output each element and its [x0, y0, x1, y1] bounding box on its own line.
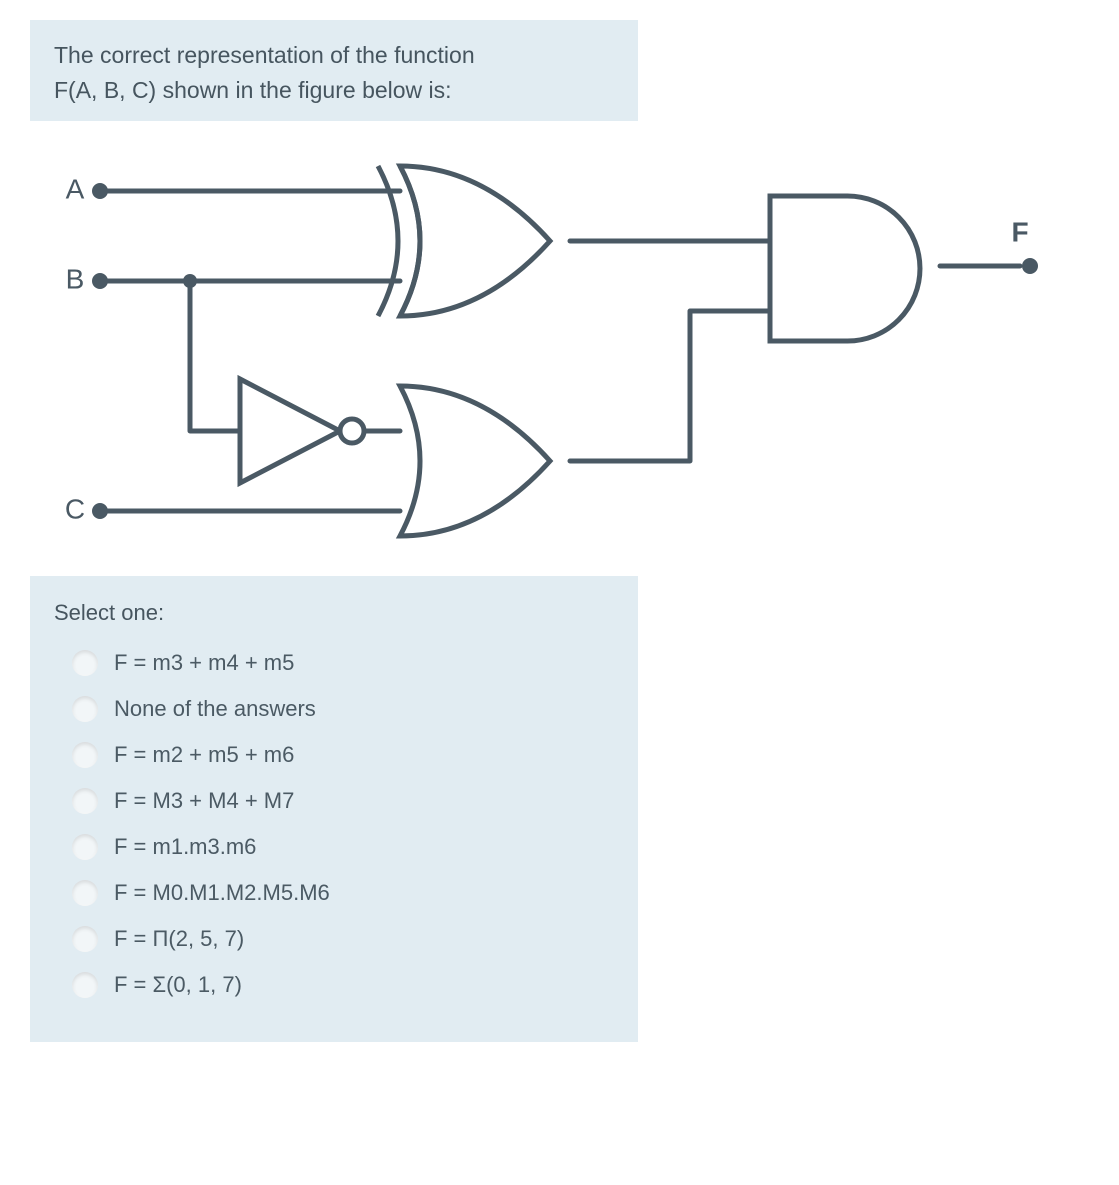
answers-box: Select one: F = m3 + m4 + m5 None of the… [30, 576, 638, 1042]
svg-text:B: B [66, 263, 85, 294]
circuit-diagram: A B C F [30, 121, 1090, 576]
radio-icon[interactable] [72, 834, 98, 860]
radio-icon[interactable] [72, 696, 98, 722]
option-row[interactable]: F = m1.m3.m6 [54, 824, 614, 870]
svg-text:A: A [66, 173, 85, 204]
radio-icon[interactable] [72, 650, 98, 676]
question-line-1: The correct representation of the functi… [54, 38, 614, 73]
option-row[interactable]: F = M3 + M4 + M7 [54, 778, 614, 824]
question-text-box: The correct representation of the functi… [30, 20, 638, 121]
option-row[interactable]: None of the answers [54, 686, 614, 732]
radio-icon[interactable] [72, 926, 98, 952]
circuit-svg: A B C F [30, 131, 1050, 561]
svg-text:F: F [1011, 216, 1028, 247]
option-label: F = m3 + m4 + m5 [114, 650, 294, 676]
option-label: F = M0.M1.M2.M5.M6 [114, 880, 330, 906]
option-row[interactable]: F = m2 + m5 + m6 [54, 732, 614, 778]
radio-icon[interactable] [72, 788, 98, 814]
svg-text:C: C [65, 493, 85, 524]
option-row[interactable]: F = Σ(0, 1, 7) [54, 962, 614, 1008]
option-label: F = M3 + M4 + M7 [114, 788, 294, 814]
question-container: The correct representation of the functi… [0, 0, 1090, 1042]
radio-icon[interactable] [72, 972, 98, 998]
select-one-label: Select one: [54, 600, 614, 626]
option-row[interactable]: F = Π(2, 5, 7) [54, 916, 614, 962]
radio-icon[interactable] [72, 742, 98, 768]
option-label: F = Π(2, 5, 7) [114, 926, 244, 952]
question-line-2: F(A, B, C) shown in the figure below is: [54, 73, 614, 108]
option-row[interactable]: F = M0.M1.M2.M5.M6 [54, 870, 614, 916]
option-label: None of the answers [114, 696, 316, 722]
radio-icon[interactable] [72, 880, 98, 906]
option-row[interactable]: F = m3 + m4 + m5 [54, 640, 614, 686]
option-label: F = Σ(0, 1, 7) [114, 972, 242, 998]
option-label: F = m1.m3.m6 [114, 834, 256, 860]
option-label: F = m2 + m5 + m6 [114, 742, 294, 768]
